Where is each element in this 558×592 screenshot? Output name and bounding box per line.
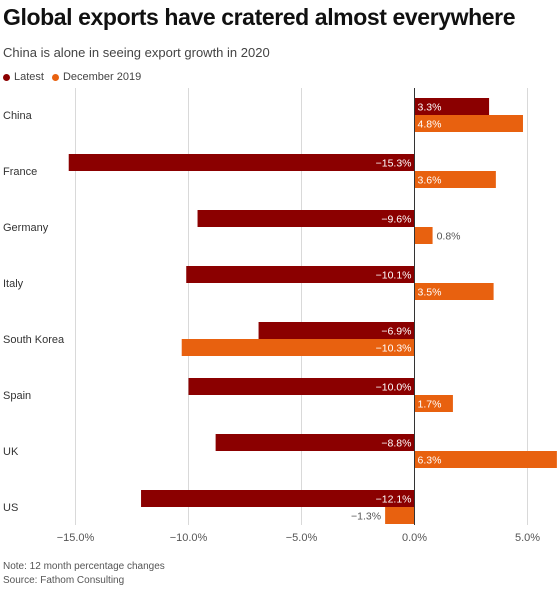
- bar-december-2019-italy: [414, 283, 494, 300]
- data-label-latest-south-korea: −6.9%: [381, 326, 411, 338]
- bar-latest-uk: [215, 434, 415, 451]
- x-tick-label: −15.0%: [57, 532, 95, 544]
- bar-december-2019-spain: [414, 395, 453, 412]
- bar-latest-china: [414, 98, 490, 115]
- x-tick-label: 5.0%: [515, 532, 540, 544]
- category-label-france: France: [3, 166, 37, 178]
- bar-december-2019-germany: [414, 227, 433, 244]
- bar-latest-us: [141, 490, 415, 507]
- bar-latest-italy: [186, 266, 415, 283]
- chart-title: Global exports have cratered almost ever…: [3, 4, 516, 30]
- legend-label-latest: Latest: [14, 71, 44, 83]
- data-label-december-2019-south-korea: −10.3%: [376, 343, 412, 355]
- category-label-italy: Italy: [3, 278, 24, 290]
- legend-item-latest: Latest: [3, 71, 44, 83]
- bar-latest-germany: [197, 210, 415, 227]
- category-label-china: China: [3, 110, 33, 122]
- data-label-latest-us: −12.1%: [376, 494, 412, 506]
- legend-label-december-2019: December 2019: [62, 71, 142, 83]
- bar-december-2019-us: [385, 507, 415, 524]
- data-label-latest-spain: −10.0%: [376, 382, 412, 394]
- bar-december-2019-china: [414, 115, 523, 132]
- category-label-germany: Germany: [3, 222, 49, 234]
- bar-december-2019-france: [414, 171, 496, 188]
- x-tick-label: 0.0%: [402, 532, 427, 544]
- category-label-uk: UK: [3, 446, 19, 458]
- data-label-december-2019-germany: 0.8%: [437, 231, 461, 243]
- data-label-latest-germany: −9.6%: [381, 214, 411, 226]
- bar-december-2019-uk: [414, 451, 557, 468]
- data-label-latest-italy: −10.1%: [376, 270, 412, 282]
- legend: Latest December 2019: [3, 71, 149, 83]
- legend-swatch-december-2019: [51, 73, 59, 81]
- x-tick-label: −5.0%: [286, 532, 318, 544]
- data-label-latest-uk: −8.8%: [381, 438, 411, 450]
- data-label-december-2019-spain: 1.7%: [418, 399, 442, 411]
- legend-item-december-2019: December 2019: [51, 71, 142, 83]
- bar-latest-france: [68, 154, 415, 171]
- chart-subtitle: China is alone in seeing export growth i…: [3, 45, 270, 60]
- chart-note: Note: 12 month percentage changes: [3, 561, 165, 572]
- bar-latest-spain: [188, 378, 415, 395]
- data-label-december-2019-france: 3.6%: [418, 175, 442, 187]
- category-label-south-korea: South Korea: [3, 334, 65, 346]
- category-label-spain: Spain: [3, 390, 31, 402]
- legend-swatch-latest: [3, 73, 10, 81]
- data-label-december-2019-uk: 6.3%: [418, 455, 442, 467]
- bar-latest-south-korea: [258, 322, 415, 339]
- data-label-december-2019-china: 4.8%: [418, 119, 442, 131]
- chart-source: Source: Fathom Consulting: [3, 575, 125, 586]
- category-label-us: US: [3, 502, 18, 514]
- data-label-latest-france: −15.3%: [376, 158, 412, 170]
- data-label-december-2019-italy: 3.5%: [418, 287, 442, 299]
- data-label-december-2019-us: −1.3%: [351, 511, 381, 523]
- bar-december-2019-south-korea: [181, 339, 415, 356]
- data-label-latest-china: 3.3%: [418, 102, 442, 114]
- x-tick-label: −10.0%: [170, 532, 208, 544]
